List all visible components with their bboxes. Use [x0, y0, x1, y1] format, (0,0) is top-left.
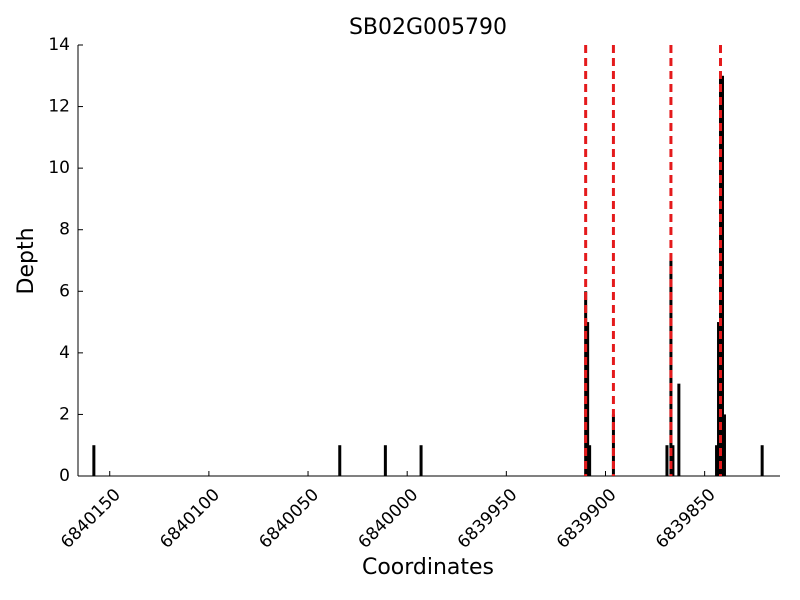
bar	[588, 445, 592, 476]
bar	[717, 322, 721, 476]
bar	[611, 414, 615, 476]
bar	[383, 445, 387, 476]
bar	[669, 260, 673, 476]
x-tick-label: 6839950	[454, 485, 522, 553]
bar	[671, 445, 675, 476]
y-tick-label: 8	[59, 220, 70, 240]
x-tick-label: 6840100	[156, 485, 224, 553]
bar	[715, 445, 719, 476]
bar	[586, 322, 590, 476]
y-tick-label: 6	[59, 281, 70, 301]
bar	[760, 445, 764, 476]
y-tick-label: 12	[48, 97, 70, 117]
x-tick-label: 6840150	[57, 485, 125, 553]
bar	[338, 445, 342, 476]
bar	[92, 445, 96, 476]
x-tick-label: 6840050	[255, 485, 323, 553]
x-tick-label: 6840000	[355, 485, 423, 553]
bar	[419, 445, 423, 476]
y-axis-label: Depth	[14, 227, 39, 294]
chart-title: SB02G005790	[349, 15, 507, 40]
y-tick-label: 14	[48, 35, 70, 55]
bar	[719, 75, 723, 477]
bar	[720, 75, 724, 477]
bar	[722, 414, 726, 476]
y-tick-label: 10	[48, 158, 70, 178]
bar	[677, 383, 681, 476]
x-tick-label: 6839850	[652, 485, 720, 553]
y-tick-label: 2	[59, 404, 70, 424]
y-tick-label: 4	[59, 343, 70, 363]
x-tick-label: 6839900	[553, 485, 621, 553]
bar	[665, 445, 669, 476]
x-axis-label: Coordinates	[362, 555, 494, 580]
y-tick-label: 0	[59, 466, 70, 486]
